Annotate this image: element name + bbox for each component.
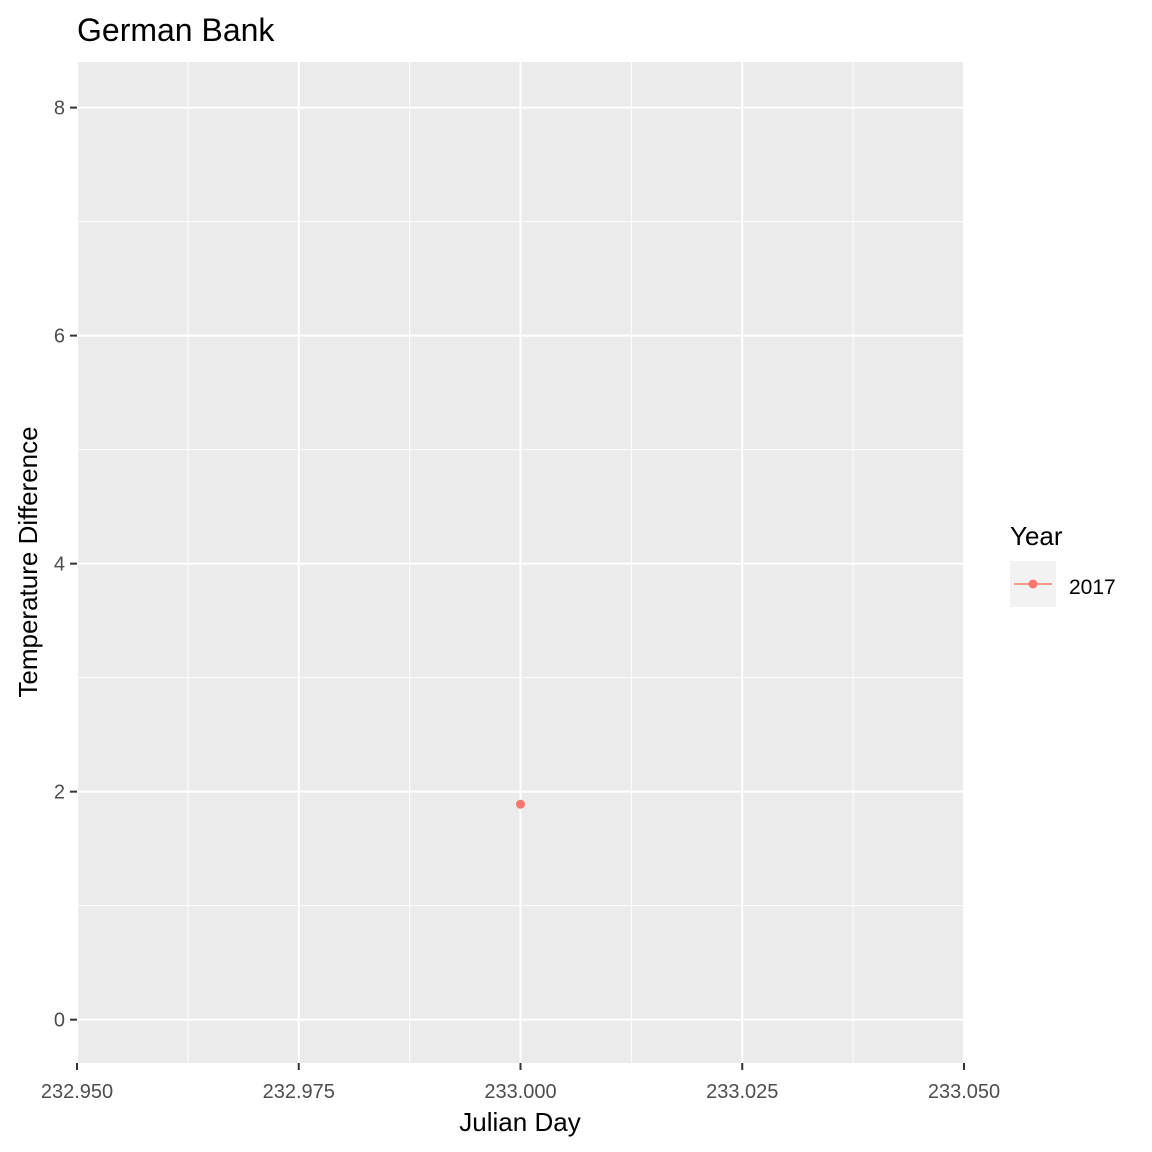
y-axis: 0 2 4 6 8 xyxy=(54,98,77,1032)
x-axis-title: Julian Day xyxy=(459,1107,580,1137)
legend-key-point xyxy=(1028,579,1038,589)
y-tick-label: 4 xyxy=(54,554,65,576)
x-tick-label: 233.025 xyxy=(706,1081,778,1103)
y-tick-label: 2 xyxy=(54,782,65,804)
legend: Year 2017 xyxy=(1010,521,1116,607)
chart-title: German Bank xyxy=(77,12,275,48)
x-axis: 232.950 232.975 233.000 233.025 233.050 xyxy=(41,1063,1000,1103)
legend-label: 2017 xyxy=(1069,576,1116,599)
y-axis-title: Temperature Difference xyxy=(13,426,43,697)
y-tick-label: 6 xyxy=(54,326,65,348)
x-tick-label: 233.000 xyxy=(484,1081,556,1103)
major-gridlines xyxy=(76,62,965,1063)
data-point xyxy=(516,799,525,809)
legend-title: Year xyxy=(1010,521,1063,551)
x-tick-label: 232.950 xyxy=(41,1081,113,1103)
y-tick-label: 8 xyxy=(54,98,65,120)
data-points xyxy=(516,799,525,809)
x-tick-label: 232.975 xyxy=(263,1081,335,1103)
y-tick-label: 0 xyxy=(54,1010,65,1032)
x-tick-label: 233.050 xyxy=(928,1081,1000,1103)
